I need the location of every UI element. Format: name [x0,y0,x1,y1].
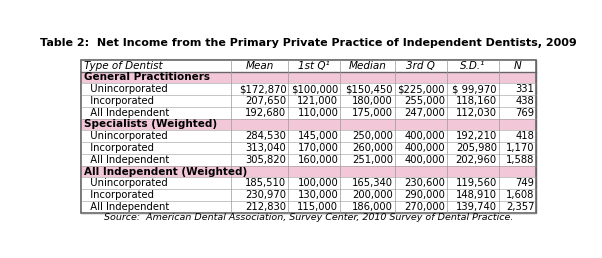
Text: 230,600: 230,600 [404,178,445,188]
Text: 145,000: 145,000 [297,131,338,141]
Text: All Independent: All Independent [84,202,169,212]
Bar [81,60,536,71]
Text: Incorporated: Incorporated [84,96,154,106]
Text: 247,000: 247,000 [404,108,445,118]
Bar [81,119,536,130]
Text: Type of Dentist: Type of Dentist [84,61,163,71]
Text: 115,000: 115,000 [297,202,338,212]
Text: 112,030: 112,030 [456,108,497,118]
Text: 200,000: 200,000 [352,190,393,200]
Bar [81,178,536,189]
Text: 3rd Q: 3rd Q [406,61,435,71]
Text: 255,000: 255,000 [404,96,445,106]
Bar [81,71,536,83]
Text: Incorporated: Incorporated [84,190,154,200]
Text: 110,000: 110,000 [297,108,338,118]
Text: 185,510: 185,510 [246,178,287,188]
Text: 230,970: 230,970 [246,190,287,200]
Text: $100,000: $100,000 [291,84,338,94]
Text: 290,000: 290,000 [404,190,445,200]
Text: 769: 769 [515,108,535,118]
Text: 260,000: 260,000 [352,143,393,153]
Text: 192,680: 192,680 [246,108,287,118]
Text: 207,650: 207,650 [246,96,287,106]
Text: 202,960: 202,960 [456,155,497,165]
Text: 119,560: 119,560 [456,178,497,188]
Text: Unincorporated: Unincorporated [84,178,167,188]
Text: $225,000: $225,000 [397,84,445,94]
Text: Table 2:  Net Income from the Primary Private Practice of Independent Dentists, : Table 2: Net Income from the Primary Pri… [40,38,577,48]
Text: 305,820: 305,820 [246,155,287,165]
Text: 118,160: 118,160 [456,96,497,106]
Text: 139,740: 139,740 [456,202,497,212]
Text: 400,000: 400,000 [405,131,445,141]
Text: 212,830: 212,830 [246,202,287,212]
Text: Source:  American Dental Association, Survey Center, 2010 Survey of Dental Pract: Source: American Dental Association, Sur… [104,213,514,222]
Text: 270,000: 270,000 [404,202,445,212]
Text: $150,450: $150,450 [346,84,393,94]
Text: 1,588: 1,588 [506,155,535,165]
Text: 400,000: 400,000 [405,155,445,165]
Text: 313,040: 313,040 [246,143,287,153]
Text: 175,000: 175,000 [352,108,393,118]
Text: Median: Median [349,61,386,71]
Text: 148,910: 148,910 [456,190,497,200]
Text: 165,340: 165,340 [352,178,393,188]
Bar [81,107,536,119]
Text: $ 99,970: $ 99,970 [452,84,497,94]
Bar [81,201,536,213]
Text: 2,357: 2,357 [506,202,535,212]
Bar [81,83,536,95]
Text: 205,980: 205,980 [456,143,497,153]
Text: 121,000: 121,000 [297,96,338,106]
Text: All Independent: All Independent [84,108,169,118]
Text: 400,000: 400,000 [405,143,445,153]
Text: Incorporated: Incorporated [84,143,154,153]
Text: 438: 438 [515,96,535,106]
Text: 749: 749 [515,178,535,188]
Text: General Practitioners: General Practitioners [84,72,209,82]
Text: 130,000: 130,000 [297,190,338,200]
Text: 284,530: 284,530 [246,131,287,141]
Text: Unincorporated: Unincorporated [84,84,167,94]
Text: 100,000: 100,000 [297,178,338,188]
Text: 1,170: 1,170 [506,143,535,153]
Bar [81,95,536,107]
Text: 160,000: 160,000 [297,155,338,165]
Text: 331: 331 [515,84,535,94]
Text: Unincorporated: Unincorporated [84,131,167,141]
Bar [81,166,536,178]
Text: S.D.¹: S.D.¹ [460,61,485,71]
Bar [81,142,536,154]
Text: 1st Q¹: 1st Q¹ [299,61,330,71]
Text: 170,000: 170,000 [297,143,338,153]
Bar [81,130,536,142]
Text: 192,210: 192,210 [456,131,497,141]
Text: N: N [514,61,521,71]
Text: All Independent (Weighted): All Independent (Weighted) [84,167,247,176]
Text: 1,608: 1,608 [506,190,535,200]
Text: Mean: Mean [246,61,274,71]
Text: 180,000: 180,000 [352,96,393,106]
Text: 251,000: 251,000 [352,155,393,165]
Text: 418: 418 [515,131,535,141]
Bar [81,154,536,166]
Text: 250,000: 250,000 [352,131,393,141]
Text: $172,870: $172,870 [239,84,287,94]
Text: All Independent: All Independent [84,155,169,165]
Bar [81,189,536,201]
Text: 186,000: 186,000 [352,202,393,212]
Text: Specialists (Weighted): Specialists (Weighted) [84,119,217,130]
